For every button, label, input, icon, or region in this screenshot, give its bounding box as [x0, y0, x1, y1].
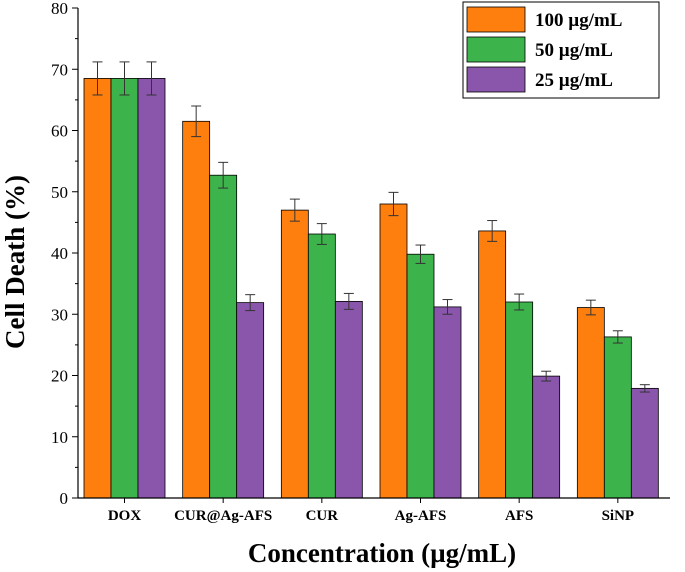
error-bar: [146, 61, 157, 96]
error-bar: [442, 299, 453, 315]
error-bar: [612, 330, 623, 344]
bar-afs-s3: [532, 375, 561, 499]
y-tick-label: 0: [60, 489, 69, 508]
bar-ag-afs-s3: [433, 306, 462, 499]
x-tick-label: SiNP: [602, 508, 635, 524]
bar-sinp-s2: [603, 336, 632, 499]
bar-cur-ag-afs-s3: [236, 302, 265, 499]
bar-dox-s3: [137, 78, 166, 499]
legend-label: 50 µg/mL: [535, 40, 613, 61]
y-tick-label: 80: [51, 0, 68, 18]
error-bar: [218, 161, 229, 189]
bar-cur-s3: [334, 300, 363, 499]
x-tick-label: CUR@Ag-AFS: [174, 508, 272, 524]
error-bar: [415, 244, 426, 264]
y-tick-label: 70: [51, 60, 68, 79]
bar-afs-s1: [478, 230, 507, 499]
bar-cur-ag-afs-s2: [209, 174, 238, 499]
error-bar: [343, 292, 354, 310]
y-tick-label: 50: [51, 183, 68, 202]
error-bar: [119, 61, 130, 96]
y-tick-label: 40: [51, 244, 68, 263]
error-bar: [388, 191, 399, 217]
legend-label: 100 µg/mL: [535, 10, 622, 31]
legend-swatch: [466, 66, 526, 93]
legend-label: 25 µg/mL: [535, 70, 613, 91]
bar-dox-s2: [110, 78, 139, 499]
x-tick-label: CUR: [306, 508, 339, 524]
legend-item: 100 µg/mL: [466, 6, 622, 33]
legend-swatch: [466, 36, 526, 63]
error-bar: [316, 223, 327, 245]
y-tick-label: 20: [51, 367, 68, 386]
bar-ag-afs-s2: [406, 253, 435, 499]
error-bar: [191, 105, 202, 138]
error-bar: [92, 61, 103, 96]
bar-sinp-s1: [576, 307, 605, 499]
legend: 100 µg/mL 50 µg/mL 25 µg/mL: [462, 1, 660, 99]
legend-item: 25 µg/mL: [466, 66, 613, 93]
error-bar: [487, 220, 498, 242]
bar-ag-afs-s1: [379, 203, 408, 499]
error-bar: [541, 370, 552, 382]
bar-dox-s1: [83, 78, 112, 499]
bar-afs-s2: [505, 301, 534, 499]
legend-item: 50 µg/mL: [466, 36, 613, 63]
error-bar: [639, 384, 650, 393]
error-bar: [514, 293, 525, 311]
x-axis-title: Concentration (µg/mL): [248, 538, 516, 568]
bar-cur-ag-afs-s1: [182, 120, 211, 499]
axes-layer: DOX CUR@Ag-AFS CUR Ag-AFS AFS SiNP 0 10 20 30 40 50…: [51, 0, 670, 524]
y-tick-label: 60: [51, 122, 68, 141]
y-tick-label: 10: [51, 428, 68, 447]
x-tick-label: DOX: [108, 508, 142, 524]
bars-layer: [83, 78, 659, 499]
y-tick-label: 30: [51, 305, 68, 324]
x-tick-label: AFS: [505, 508, 533, 524]
error-bar: [289, 198, 300, 222]
bar-sinp-s3: [630, 387, 659, 499]
y-axis-title: Cell Death (%): [0, 175, 30, 349]
bar-cur-s2: [307, 233, 336, 499]
bar-cur-s1: [280, 209, 309, 499]
error-bars-layer: [92, 61, 650, 393]
error-bar: [585, 299, 596, 316]
legend-swatch: [466, 6, 526, 33]
x-tick-label: Ag-AFS: [395, 508, 447, 524]
error-bar: [245, 294, 256, 312]
